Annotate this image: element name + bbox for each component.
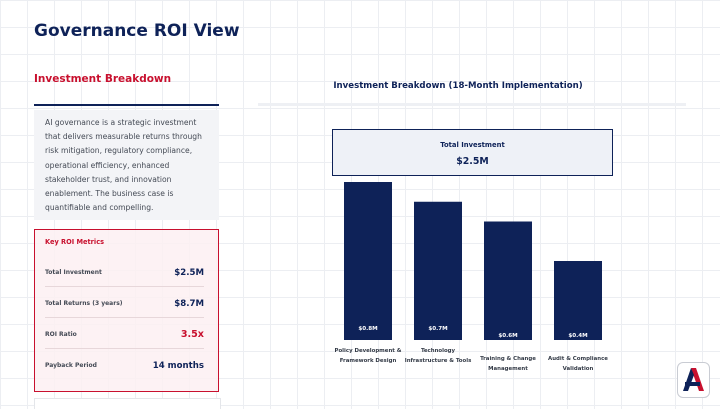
metric-value: $8.7M (174, 298, 204, 309)
category-label-2-0: Training & Change (480, 356, 536, 362)
metric-row-roi-ratio: ROI Ratio 3.5x (45, 321, 204, 349)
brand-logo (677, 362, 710, 398)
metric-row-payback-period: Payback Period 14 months (45, 352, 204, 379)
total-investment-value: $2.5M (456, 156, 489, 167)
bar-2 (484, 221, 532, 340)
metrics-title: Key ROI Metrics (45, 238, 105, 246)
logo-mark-icon (683, 368, 704, 391)
metric-label: Total Returns (3 years) (45, 300, 123, 307)
total-investment-label: Total Investment (440, 141, 505, 149)
bar-0 (344, 182, 392, 340)
metric-value: $2.5M (174, 267, 204, 278)
bar-value-label-2: $0.6M (498, 333, 518, 339)
total-investment-callout: Total Investment $2.5M (332, 129, 613, 176)
bar-3 (554, 261, 602, 340)
category-label-0-0: Policy Development & (335, 348, 402, 354)
page-title: Governance ROI View (34, 21, 240, 41)
bar-value-label-1: $0.7M (428, 326, 448, 332)
metric-label: Payback Period (45, 362, 97, 369)
metric-value: 14 months (152, 360, 204, 371)
chart-title: Investment Breakdown (18-Month Implement… (333, 81, 583, 91)
category-label-2-1: Management (488, 366, 528, 372)
chart-title-divider (258, 103, 686, 106)
category-label-1-1: Infrastructure & Tools (405, 358, 472, 364)
metric-value: 3.5x (180, 329, 204, 340)
key-roi-metrics-panel: Key ROI Metrics Total Investment $2.5M T… (34, 229, 219, 392)
bar-value-label-3: $0.4M (568, 333, 588, 339)
next-panel-edge (34, 398, 221, 409)
section-divider (34, 104, 219, 106)
bar-value-label-0: $0.8M (358, 326, 378, 332)
category-label-1-0: Technology (421, 348, 456, 354)
metric-row-total-returns: Total Returns (3 years) $8.7M (45, 290, 204, 318)
metric-row-total-investment: Total Investment $2.5M (45, 259, 204, 287)
metric-label: ROI Ratio (45, 331, 77, 338)
section-title: Investment Breakdown (34, 73, 172, 85)
intro-text: AI governance is a strategic investment … (34, 110, 219, 220)
category-label-3-1: Validation (563, 366, 594, 372)
category-label-0-1: Framework Design (340, 358, 397, 364)
category-label-3-0: Audit & Compliance (548, 356, 608, 362)
bar-1 (414, 201, 462, 340)
metric-label: Total Investment (45, 269, 102, 276)
